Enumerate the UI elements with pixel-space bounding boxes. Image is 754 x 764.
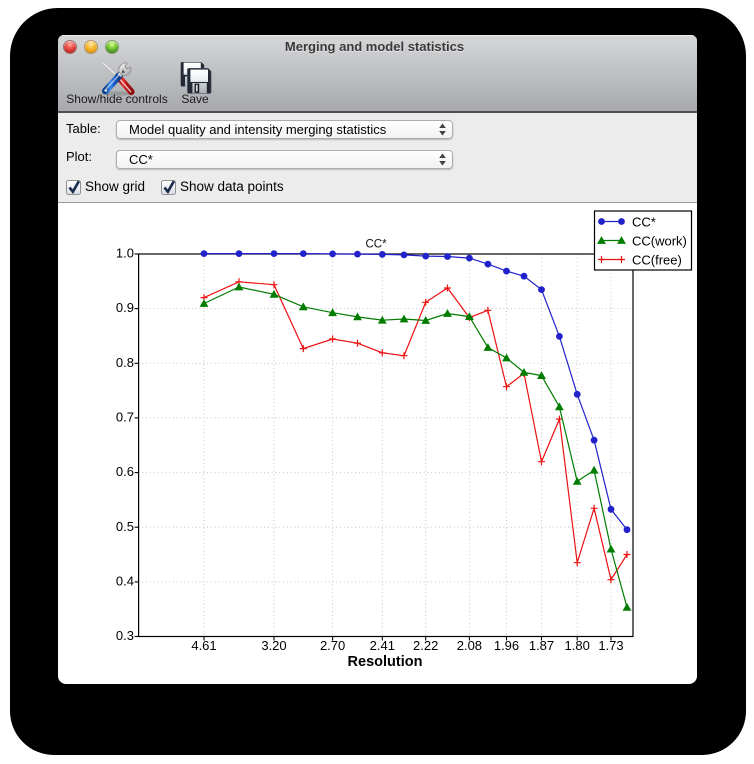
svg-text:1.87: 1.87 <box>529 638 554 653</box>
svg-text:3.20: 3.20 <box>261 638 286 653</box>
svg-text:0.5: 0.5 <box>116 519 134 534</box>
svg-text:CC(work): CC(work) <box>632 234 687 249</box>
svg-text:Resolution: Resolution <box>348 654 423 670</box>
svg-text:1.0: 1.0 <box>116 246 134 261</box>
svg-text:2.70: 2.70 <box>320 638 345 653</box>
svg-text:CC(free): CC(free) <box>632 253 682 268</box>
svg-text:2.22: 2.22 <box>413 638 438 653</box>
svg-text:2.41: 2.41 <box>370 638 395 653</box>
svg-text:2.08: 2.08 <box>457 638 482 653</box>
svg-text:CC*: CC* <box>365 239 387 251</box>
svg-text:0.3: 0.3 <box>116 628 134 643</box>
svg-text:1.73: 1.73 <box>598 638 623 653</box>
svg-text:0.7: 0.7 <box>116 410 134 425</box>
svg-text:0.4: 0.4 <box>116 574 134 589</box>
svg-text:1.80: 1.80 <box>565 638 590 653</box>
svg-text:CC*: CC* <box>632 215 656 230</box>
svg-text:4.61: 4.61 <box>191 638 216 653</box>
svg-text:1.96: 1.96 <box>494 638 519 653</box>
svg-text:0.8: 0.8 <box>116 355 134 370</box>
svg-text:0.6: 0.6 <box>116 464 134 479</box>
svg-text:0.9: 0.9 <box>116 300 134 315</box>
